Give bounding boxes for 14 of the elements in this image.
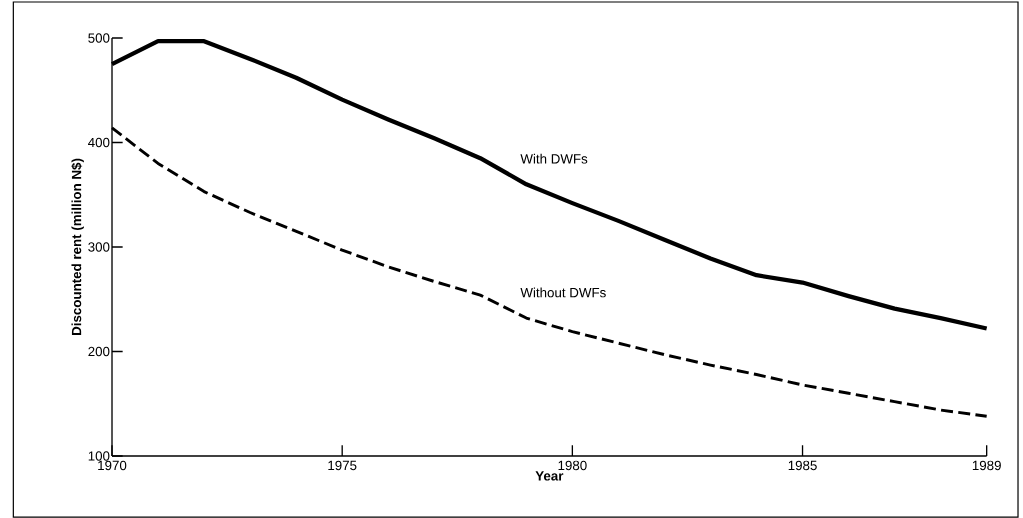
x-tick-label: 1980 <box>558 460 587 471</box>
y-tick-label: 500 <box>88 33 110 43</box>
y-tick-label: 200 <box>88 346 110 357</box>
y-tick-label: 100 <box>88 451 110 461</box>
y-axis-title: Discounted rent (million N$) <box>71 158 84 335</box>
x-tick-label: 1989 <box>972 460 1001 471</box>
annotation: Without DWFs <box>520 287 606 298</box>
y-tick-label: 400 <box>88 137 110 148</box>
x-axis-title: Year <box>535 471 564 481</box>
x-tick-label: 1985 <box>788 460 817 471</box>
x-tick-label: 1970 <box>98 460 127 471</box>
y-tick-label: 300 <box>88 242 110 252</box>
annotation: With DWFs <box>520 153 588 164</box>
x-tick-label: 1975 <box>328 460 357 471</box>
